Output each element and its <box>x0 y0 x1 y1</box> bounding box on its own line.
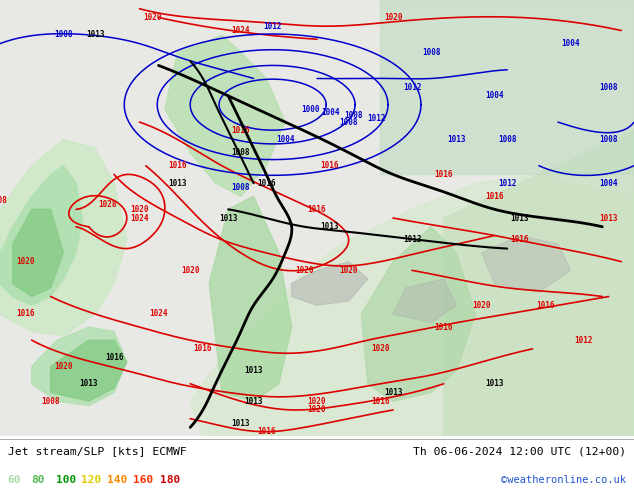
Text: 1013: 1013 <box>485 379 504 388</box>
Polygon shape <box>482 236 571 292</box>
Text: 1008: 1008 <box>339 118 358 126</box>
Text: 1008: 1008 <box>54 30 73 39</box>
Text: 1013: 1013 <box>79 379 98 388</box>
Polygon shape <box>209 196 292 401</box>
Polygon shape <box>32 327 127 406</box>
Text: 1016: 1016 <box>434 322 453 332</box>
Text: 1008: 1008 <box>231 148 250 157</box>
Text: 1008: 1008 <box>41 397 60 406</box>
Text: 1004: 1004 <box>321 108 340 117</box>
Text: 1013: 1013 <box>244 397 263 406</box>
Text: 1020: 1020 <box>54 362 73 371</box>
Text: 1008: 1008 <box>599 135 618 144</box>
Polygon shape <box>190 174 634 436</box>
Text: 1016: 1016 <box>536 301 555 310</box>
Text: 1020: 1020 <box>384 13 403 22</box>
Text: 1016: 1016 <box>257 427 276 436</box>
Text: 1024: 1024 <box>231 26 250 35</box>
Text: 1013: 1013 <box>510 214 529 222</box>
Text: 008: 008 <box>0 196 7 205</box>
Text: 1000: 1000 <box>301 105 320 114</box>
Text: 1013: 1013 <box>168 179 187 188</box>
Text: 1020: 1020 <box>295 266 314 275</box>
Text: 1013: 1013 <box>320 222 339 231</box>
Text: 1020: 1020 <box>143 13 162 22</box>
Text: 1012: 1012 <box>498 179 517 188</box>
Text: 1013: 1013 <box>403 235 422 245</box>
Text: 1013: 1013 <box>244 366 263 375</box>
Text: 1013: 1013 <box>219 214 238 222</box>
Text: 1016: 1016 <box>320 161 339 170</box>
Text: 1016: 1016 <box>257 179 276 188</box>
Text: 1016: 1016 <box>510 235 529 245</box>
Polygon shape <box>361 227 476 401</box>
Text: 1016: 1016 <box>434 170 453 179</box>
Text: 1016: 1016 <box>168 161 187 170</box>
Text: 1012: 1012 <box>367 114 385 123</box>
Polygon shape <box>292 262 368 305</box>
Polygon shape <box>0 140 127 336</box>
Text: 1008: 1008 <box>344 111 363 120</box>
Text: Jet stream/SLP [kts] ECMWF: Jet stream/SLP [kts] ECMWF <box>8 446 186 456</box>
Text: 1020: 1020 <box>130 205 149 214</box>
Text: 1012: 1012 <box>263 22 282 31</box>
Text: 1008: 1008 <box>599 83 618 92</box>
Text: 1024: 1024 <box>130 214 149 222</box>
Text: 1012: 1012 <box>574 336 593 344</box>
Polygon shape <box>380 0 634 174</box>
Text: Th 06-06-2024 12:00 UTC (12+00): Th 06-06-2024 12:00 UTC (12+00) <box>413 446 626 456</box>
Text: 1020: 1020 <box>339 266 358 275</box>
Text: 100: 100 <box>56 475 76 485</box>
Text: 1016: 1016 <box>16 310 35 318</box>
Polygon shape <box>165 35 285 196</box>
Text: 1028: 1028 <box>98 200 117 209</box>
Text: 1008: 1008 <box>498 135 517 144</box>
Text: 1016: 1016 <box>231 126 250 135</box>
Text: 1004: 1004 <box>276 135 295 144</box>
Text: 180: 180 <box>160 475 180 485</box>
Text: 1016: 1016 <box>105 353 124 362</box>
Text: 140: 140 <box>107 475 127 485</box>
Polygon shape <box>0 166 82 305</box>
Text: 1012: 1012 <box>403 83 422 92</box>
Text: 1013: 1013 <box>384 388 403 397</box>
Text: 1016: 1016 <box>371 397 390 406</box>
Text: 1016: 1016 <box>307 205 327 214</box>
Text: 160: 160 <box>133 475 153 485</box>
Text: 1020: 1020 <box>181 266 200 275</box>
Text: 80: 80 <box>32 475 45 485</box>
Polygon shape <box>444 131 634 436</box>
Text: 120: 120 <box>81 475 101 485</box>
Text: 1008: 1008 <box>231 183 250 192</box>
Text: 1020: 1020 <box>307 397 327 406</box>
Text: 1020: 1020 <box>472 301 491 310</box>
Text: 1020: 1020 <box>16 257 35 266</box>
Text: 1008: 1008 <box>422 48 441 57</box>
Text: 1004: 1004 <box>485 92 504 100</box>
Text: 1013: 1013 <box>599 214 618 222</box>
Text: 1013: 1013 <box>447 135 466 144</box>
Text: 1004: 1004 <box>599 179 618 188</box>
Text: 1024: 1024 <box>149 310 168 318</box>
Text: 1020: 1020 <box>307 405 327 415</box>
Text: 1016: 1016 <box>193 344 212 353</box>
Text: 1016: 1016 <box>485 192 504 201</box>
Polygon shape <box>393 279 456 323</box>
Text: 1020: 1020 <box>371 344 390 353</box>
Polygon shape <box>51 340 127 401</box>
Polygon shape <box>0 0 634 436</box>
Text: 1004: 1004 <box>561 39 580 48</box>
Text: 60: 60 <box>8 475 21 485</box>
Polygon shape <box>13 209 63 296</box>
Text: 1013: 1013 <box>86 30 105 39</box>
Text: ©weatheronline.co.uk: ©weatheronline.co.uk <box>501 475 626 485</box>
Text: 1013: 1013 <box>231 418 250 427</box>
